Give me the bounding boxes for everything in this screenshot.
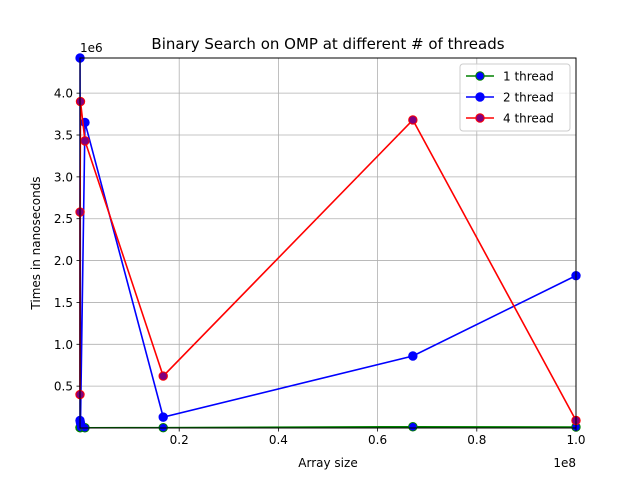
plot-frame bbox=[79, 57, 577, 429]
legend-entries: 1 thread 2 thread 4 thread bbox=[466, 70, 554, 126]
legend-label: 2 thread bbox=[503, 91, 554, 105]
x-tick-label: 0.8 bbox=[467, 433, 486, 447]
chart-title: Binary Search on OMP at different # of t… bbox=[151, 35, 504, 53]
y-tick-label: 2.5 bbox=[54, 212, 73, 226]
legend: 1 thread 2 thread 4 thread bbox=[459, 63, 571, 132]
y-tick-label: 3.5 bbox=[54, 129, 73, 143]
legend-marker bbox=[475, 92, 485, 102]
x-tick-label: 0.6 bbox=[368, 433, 387, 447]
y-tick-label: 0.5 bbox=[54, 380, 73, 394]
x-tick-label: 1.0 bbox=[566, 433, 585, 447]
x-tick-label: 0.4 bbox=[269, 433, 288, 447]
y-tick-label: 1.5 bbox=[54, 296, 73, 310]
data-point bbox=[408, 351, 418, 361]
axis-ticks: 0.2 0.4 0.6 0.8 1.0 0.5 1.0 1.5 2.0 2.5 3.0 3.5 4.0 bbox=[54, 87, 586, 447]
legend-box bbox=[459, 63, 571, 132]
legend-label: 4 thread bbox=[503, 112, 554, 126]
data-point bbox=[408, 115, 418, 125]
y-tick-label: 4.0 bbox=[54, 87, 73, 101]
y-offset-label: 1e6 bbox=[80, 41, 103, 55]
data-point bbox=[408, 422, 418, 432]
legend-label: 1 thread bbox=[503, 70, 554, 84]
legend-marker bbox=[475, 113, 485, 123]
x-offset-label: 1e8 bbox=[553, 456, 576, 470]
y-tick-label: 2.0 bbox=[54, 254, 73, 268]
y-axis-label: Times in nanoseconds bbox=[29, 176, 43, 310]
legend-marker bbox=[475, 71, 485, 81]
y-tick-label: 3.0 bbox=[54, 170, 73, 184]
x-tick-label: 0.2 bbox=[170, 433, 189, 447]
data-point bbox=[158, 412, 168, 422]
data-point bbox=[158, 371, 168, 381]
data-point bbox=[80, 136, 90, 146]
y-tick-label: 1.0 bbox=[54, 338, 73, 352]
x-axis-label: Array size bbox=[298, 456, 357, 470]
